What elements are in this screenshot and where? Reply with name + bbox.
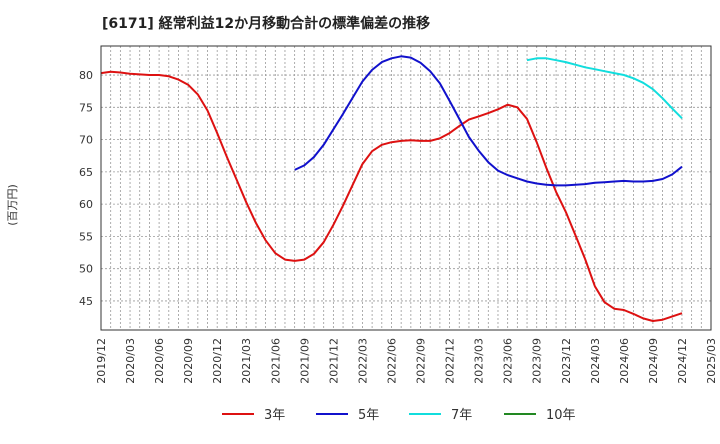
- plot-area: [100, 45, 712, 331]
- series-line-1: [100, 70, 683, 322]
- y-tick-labels: 45 50 55 60 65 70 75 80: [79, 69, 93, 308]
- legend-label: 3年: [264, 408, 285, 423]
- x-tick-label: 2022/09: [415, 338, 428, 384]
- x-tick-label: 2024/03: [589, 338, 602, 384]
- x-tick-label: 2021/06: [269, 338, 282, 384]
- x-tick-label: 2024/09: [647, 338, 660, 384]
- legend-item-1: 3年: [222, 408, 285, 423]
- y-tick-label: 55: [79, 230, 93, 243]
- x-tick-label: 2020/03: [124, 338, 137, 384]
- legend-item-2: 5年: [316, 408, 379, 423]
- y-tick-label: 75: [79, 101, 93, 114]
- y-axis-label: (百万円): [6, 184, 19, 226]
- series-lines: [100, 55, 683, 322]
- x-tick-label: 2020/09: [182, 338, 195, 384]
- x-tick-label: 2024/06: [618, 338, 631, 384]
- x-tick-label: 2021/12: [327, 338, 340, 384]
- x-tick-label: 2023/09: [531, 338, 544, 384]
- x-tick-label: 2022/12: [444, 338, 457, 384]
- y-tick-label: 45: [79, 295, 93, 308]
- x-tick-label: 2023/06: [502, 338, 515, 384]
- chart-title: [6171] 経常利益12か月移動合計の標準偏差の推移: [102, 15, 430, 32]
- series-line-3: [526, 57, 683, 120]
- y-tick-label: 65: [79, 166, 93, 179]
- legend-item-4: 10年: [504, 408, 576, 423]
- x-tick-label: 2025/03: [705, 338, 718, 384]
- x-tick-label: 2022/06: [385, 338, 398, 384]
- x-tick-label: 2024/12: [676, 338, 689, 384]
- x-tick-label: 2020/12: [211, 338, 224, 384]
- x-tick-label: 2023/12: [560, 338, 573, 384]
- y-tick-label: 70: [79, 134, 93, 147]
- x-tick-label: 2021/03: [240, 338, 253, 384]
- series-line-2: [294, 55, 683, 187]
- y-tick-label: 60: [79, 198, 93, 211]
- legend-item-3: 7年: [409, 408, 472, 423]
- x-tick-label: 2019/12: [95, 338, 108, 384]
- grid: [101, 46, 711, 330]
- legend: 3年 5年 7年 10年: [222, 408, 576, 423]
- legend-label: 10年: [546, 408, 576, 423]
- x-tick-label: 2023/03: [473, 338, 486, 384]
- y-tick-label: 80: [79, 69, 93, 82]
- x-tick-label: 2021/09: [298, 338, 311, 384]
- legend-label: 7年: [451, 408, 472, 423]
- x-tick-label: 2022/03: [356, 338, 369, 384]
- legend-label: 5年: [358, 408, 379, 423]
- x-tick-labels: 2019/12 2020/03 2020/06 2020/09 2020/12 2021/…: [95, 338, 718, 384]
- y-tick-label: 50: [79, 263, 93, 276]
- x-tick-label: 2020/06: [153, 338, 166, 384]
